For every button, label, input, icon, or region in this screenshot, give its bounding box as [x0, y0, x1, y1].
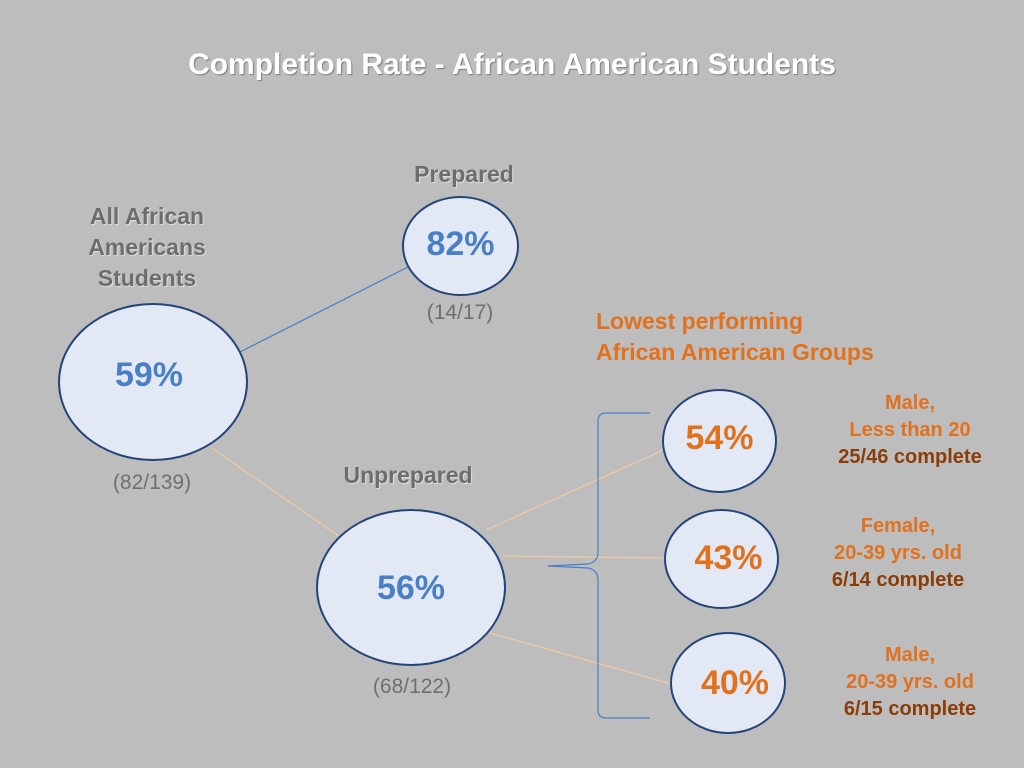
- all-students-heading: All African Americans Students: [52, 201, 242, 294]
- prepared-circle: 82%: [402, 196, 519, 296]
- prepared-heading: Prepared: [414, 161, 514, 187]
- group-percent: 43%: [694, 538, 763, 577]
- group-label-male-20-39: Male, 20-39 yrs. old 6/15 complete: [800, 642, 1020, 723]
- lowest-groups-title-line: Lowest performing: [596, 308, 804, 334]
- connector-unprepared-to-54: [485, 447, 669, 531]
- all-students-heading-line: Americans: [88, 234, 206, 260]
- group-label-line: 6/15 complete: [843, 698, 977, 720]
- connector-all-to-prepared: [239, 265, 411, 353]
- connector-unprepared-to-40: [489, 632, 676, 686]
- group-label-line: Male,: [884, 644, 936, 666]
- group-label-line: Female,: [860, 515, 936, 537]
- group-bracket: [547, 412, 650, 719]
- lowest-groups-title-line: African American Groups: [596, 339, 874, 365]
- group-label-female-20-39: Female, 20-39 yrs. old 6/14 complete: [788, 513, 1008, 594]
- connector-all-to-unprepared: [211, 447, 341, 538]
- connector-unprepared-to-43: [502, 555, 667, 559]
- group-label-line: Less than 20: [849, 419, 971, 441]
- group-label-line: 25/46 complete: [838, 446, 982, 468]
- group-circle-male-under-20: 54%: [662, 389, 777, 493]
- group-label-line: 20-39 yrs. old: [834, 542, 962, 564]
- unprepared-percent: 56%: [376, 569, 446, 607]
- all-students-fraction: (82/139): [112, 471, 192, 494]
- group-label-line: 6/14 complete: [831, 569, 965, 591]
- group-label-line: Male,: [884, 392, 936, 414]
- unprepared-circle: 56%: [316, 509, 506, 666]
- group-percent: 40%: [700, 663, 770, 702]
- all-students-heading-line: Students: [97, 265, 197, 291]
- all-students-circle: 59%: [58, 303, 248, 461]
- slide-title: Completion Rate - African American Stude…: [188, 48, 836, 81]
- all-students-percent: 59%: [114, 355, 184, 394]
- all-students-heading-line: All African: [89, 203, 205, 229]
- prepared-fraction: (14/17): [426, 301, 494, 324]
- unprepared-fraction: (68/122): [372, 675, 452, 698]
- group-percent: 54%: [685, 418, 754, 457]
- group-label-male-under-20: Male, Less than 20 25/46 complete: [800, 390, 1020, 471]
- group-label-line: 20-39 yrs. old: [846, 671, 974, 693]
- lowest-groups-title: Lowest performing African American Group…: [596, 306, 874, 368]
- prepared-percent: 82%: [426, 224, 495, 263]
- unprepared-heading: Unprepared: [343, 462, 473, 488]
- group-circle-female-20-39: 43%: [664, 509, 779, 609]
- group-circle-male-20-39: 40%: [670, 632, 786, 734]
